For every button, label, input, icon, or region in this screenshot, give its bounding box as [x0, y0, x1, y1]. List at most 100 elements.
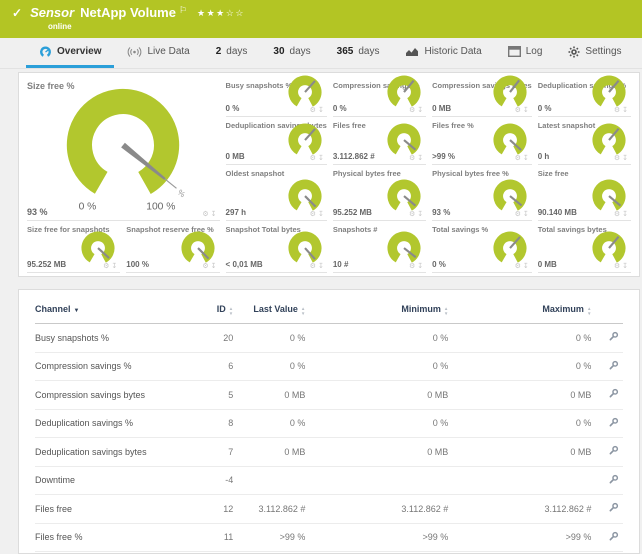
gear-icon[interactable]: ⚙ [408, 211, 418, 218]
pin-icon[interactable]: ↧ [622, 107, 630, 114]
table-row[interactable]: Deduplication savings bytes 7 0 MB 0 MB … [35, 437, 623, 467]
edit-channel-wrench-icon[interactable] [608, 474, 619, 485]
table-row[interactable]: Downtime -4 [35, 466, 623, 495]
gear-icon[interactable]: ⚙ [514, 107, 523, 114]
pin-icon[interactable]: ↧ [622, 263, 630, 270]
sort-icon: ▲ ▼ [443, 306, 449, 316]
gear-icon[interactable]: ⚙ [613, 211, 623, 218]
priority-stars[interactable]: ★★★☆☆ [197, 8, 245, 18]
pin-icon[interactable]: ↧ [417, 263, 426, 270]
gear-icon[interactable]: ⚙ [514, 211, 523, 218]
gear-icon[interactable]: ⚙ [309, 155, 318, 162]
gauge-value: 10 # [332, 260, 349, 269]
column-header-last-value[interactable]: Last Value ▲ ▼ [233, 298, 306, 324]
maximum-value: 0 MB [448, 437, 592, 467]
table-row[interactable]: Compression savings bytes 5 0 MB 0 MB 0 … [35, 380, 623, 410]
gear-icon[interactable]: ⚙ [202, 263, 211, 270]
gear-icon[interactable]: ⚙ [309, 107, 318, 114]
column-header-id[interactable]: ID ▲ ▼ [191, 298, 234, 324]
gear-icon[interactable]: ⚙ [613, 263, 623, 270]
tab-live-data[interactable]: Live Data [114, 38, 202, 68]
gear-icon[interactable]: ⚙ [514, 263, 523, 270]
pin-icon[interactable]: ↧ [522, 155, 531, 162]
gauge-title: Size free [537, 169, 569, 178]
edit-channel-wrench-icon[interactable] [608, 360, 619, 371]
edit-channel-wrench-icon[interactable] [608, 502, 619, 513]
flag-icon[interactable]: ⚐ [178, 5, 188, 15]
table-row[interactable]: Files free % 11 >99 % >99 % >99 % [35, 523, 623, 552]
pin-icon[interactable]: ↧ [522, 211, 531, 218]
gear-icon[interactable]: ⚙ [408, 263, 418, 270]
mini-gauge [592, 75, 626, 107]
table-row[interactable]: Deduplication savings % 8 0 % 0 % 0 % [35, 409, 623, 438]
edit-channel-wrench-icon[interactable] [608, 417, 619, 428]
gauge-value: 297 h [225, 208, 247, 217]
pin-icon[interactable]: ↧ [317, 211, 326, 218]
pin-icon[interactable]: ↧ [522, 263, 531, 270]
pin-icon[interactable]: ↧ [317, 263, 326, 270]
channel-name[interactable]: Compression savings bytes [35, 380, 192, 410]
pin-icon[interactable]: ↧ [417, 107, 426, 114]
pin-icon[interactable]: ↧ [417, 211, 426, 218]
edit-channel-wrench-icon[interactable] [608, 445, 619, 456]
gauge-value: 0 MB [225, 152, 245, 161]
pin-icon[interactable]: ↧ [622, 211, 630, 218]
column-label: Last Value [253, 304, 298, 314]
gauge-value: 0 MB [432, 104, 452, 113]
tab-label: days [289, 46, 311, 57]
pin-icon[interactable]: ↧ [210, 263, 219, 270]
tab-log[interactable]: Log [495, 38, 556, 68]
channel-name[interactable]: Deduplication savings % [35, 409, 192, 438]
tab-2-days[interactable]: 2 days [203, 38, 261, 68]
channel-name[interactable]: Busy snapshots % [35, 323, 192, 353]
pin-icon[interactable]: ↧ [417, 155, 426, 162]
gear-icon[interactable]: ⚙ [613, 155, 623, 162]
mini-gauge [493, 123, 527, 155]
gauge-value: 0 h [537, 152, 550, 161]
pin-icon[interactable]: ↧ [522, 107, 531, 114]
edit-channel-wrench-icon[interactable] [608, 531, 619, 542]
gear-icon[interactable]: ⚙ [309, 211, 318, 218]
column-header-maximum[interactable]: Maximum ▲ ▼ [448, 298, 592, 324]
gauge-physical-bytes-free-pct: Physical bytes free % 93 % ⚙↧ [432, 165, 532, 221]
tab-settings[interactable]: Settings [555, 38, 634, 68]
table-row[interactable]: Latest snapshot 17 0 h 0 h 0 h [35, 551, 623, 553]
table-row[interactable]: Compression savings % 6 0 % 0 % 0 % [35, 352, 623, 381]
pin-icon[interactable]: ↧ [622, 155, 630, 162]
gauge-total-savings-pct: Total savings % 0 % ⚙↧ [432, 221, 532, 273]
maximum-value [448, 466, 592, 495]
gear-icon[interactable]: ⚙ [202, 211, 211, 218]
pin-icon[interactable]: ↧ [210, 211, 219, 218]
channel-name[interactable]: Compression savings % [35, 352, 192, 381]
tab-historic-data[interactable]: Historic Data [392, 38, 494, 68]
edit-channel-wrench-icon[interactable] [608, 331, 619, 342]
channel-name[interactable]: Latest snapshot [35, 551, 192, 553]
gear-icon[interactable]: ⚙ [613, 107, 623, 114]
gauge-title: Files free [332, 121, 366, 130]
table-row[interactable]: Files free 12 3.112.862 # 3.112.862 # 3.… [35, 494, 623, 524]
gear-icon[interactable]: ⚙ [514, 155, 523, 162]
pin-icon[interactable]: ↧ [111, 263, 120, 270]
gear-icon[interactable]: ⚙ [309, 263, 318, 270]
tab-overview[interactable]: Overview [26, 38, 115, 68]
channel-name[interactable]: Files free % [35, 523, 192, 552]
edit-channel-wrench-icon[interactable] [608, 388, 619, 399]
mini-gauge [387, 179, 421, 211]
tab-365-days[interactable]: 365 days [324, 38, 393, 68]
pin-icon[interactable]: ↧ [317, 155, 326, 162]
table-row[interactable]: Busy snapshots % 20 0 % 0 % 0 % [35, 323, 623, 353]
gauge-size-free: Size free 90.140 MB ⚙↧ [537, 165, 631, 221]
column-header-minimum[interactable]: Minimum ▲ ▼ [305, 298, 449, 324]
channel-name[interactable]: Downtime [35, 466, 192, 495]
channel-name[interactable]: Deduplication savings bytes [35, 437, 192, 467]
column-header-channel[interactable]: Channel ▼ [35, 298, 192, 324]
gear-icon[interactable]: ⚙ [103, 263, 112, 270]
gear-icon[interactable]: ⚙ [408, 155, 418, 162]
minimum-value: 0 MB [305, 437, 449, 467]
mini-gauge [592, 179, 626, 211]
pin-icon[interactable]: ↧ [317, 107, 326, 114]
gear-icon[interactable]: ⚙ [408, 107, 418, 114]
last-value: 3.112.862 # [233, 494, 306, 524]
channel-name[interactable]: Files free [35, 494, 192, 524]
tab-30-days[interactable]: 30 days [260, 38, 323, 68]
